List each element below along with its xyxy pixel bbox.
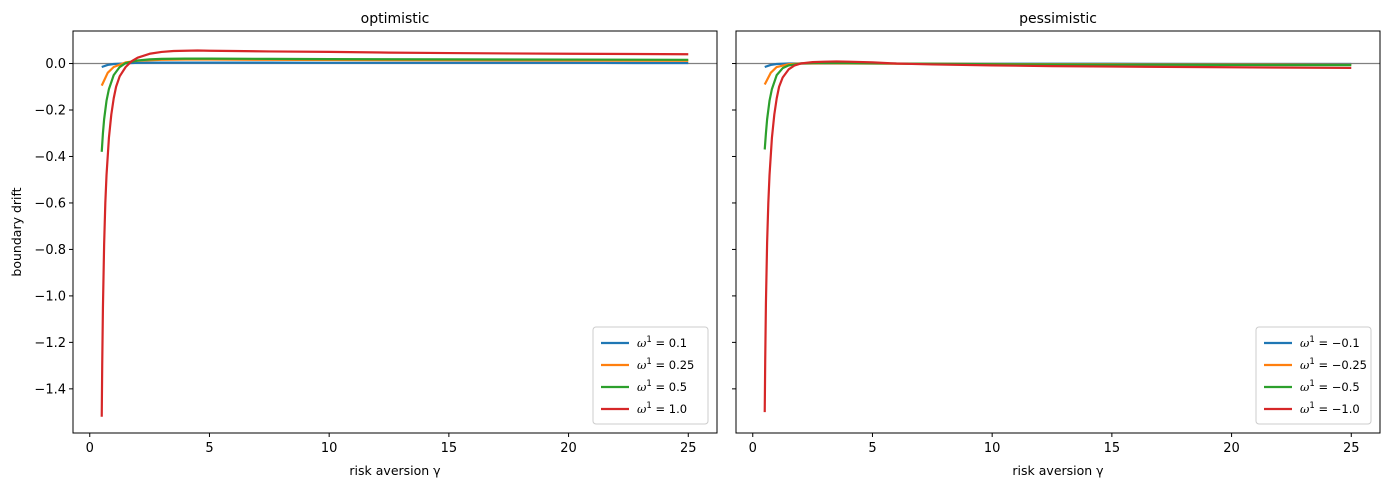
x-tick-label: 0 bbox=[749, 441, 757, 456]
x-tick-label: 5 bbox=[205, 441, 213, 456]
chart-title: pessimistic bbox=[1019, 11, 1097, 27]
legend-entry: ω1 = −0.25 bbox=[1300, 357, 1367, 372]
series-line-3 bbox=[763, 61, 1352, 150]
legend-entry: ω1 = 0.5 bbox=[637, 379, 687, 394]
legend-entry: ω1 = −0.5 bbox=[1300, 379, 1360, 394]
y-axis-label: boundary drift bbox=[9, 187, 24, 276]
panel-pessimistic: pessimistic 0 5 10 15 20 25 risk aversion γ ω1 =… bbox=[732, 11, 1381, 478]
legend-box bbox=[1255, 326, 1372, 425]
x-tick-label: 20 bbox=[1223, 441, 1240, 456]
legend-entry: ω1 = 0.1 bbox=[637, 335, 687, 350]
x-tick-label: 25 bbox=[1343, 441, 1360, 456]
legend-entry: ω1 = 0.25 bbox=[637, 357, 694, 372]
chart-title: optimistic bbox=[361, 11, 430, 27]
plot-frame bbox=[72, 30, 718, 434]
x-axis-label: risk aversion γ bbox=[349, 463, 441, 478]
y-tick-label: −1.4 bbox=[34, 382, 66, 397]
x-tick-label: 10 bbox=[984, 441, 1001, 456]
legend-entry: ω1 = 1.0 bbox=[637, 401, 687, 416]
x-tick-label: 5 bbox=[868, 441, 876, 456]
panel-optimistic: optimistic 0 5 10 15 20 25 0.0 −0.2 −0.4 −0.6 −0.8 −… bbox=[9, 11, 718, 478]
x-tick-label: 15 bbox=[441, 441, 458, 456]
y-tick-label: −0.2 bbox=[34, 104, 66, 119]
x-tick-label: 0 bbox=[86, 441, 94, 456]
y-tick-label: −0.6 bbox=[34, 196, 66, 211]
x-tick-label: 25 bbox=[680, 441, 697, 456]
legend-entry: ω1 = −0.1 bbox=[1300, 335, 1360, 350]
plot-frame bbox=[735, 30, 1381, 434]
series-line-4 bbox=[763, 60, 1352, 413]
x-tick-label: 20 bbox=[560, 441, 577, 456]
x-axis-label: risk aversion γ bbox=[1012, 463, 1104, 478]
y-tick-label: −0.8 bbox=[34, 243, 66, 258]
y-tick-label: 0.0 bbox=[45, 57, 66, 72]
legend-box bbox=[592, 326, 709, 425]
y-tick-label: −0.4 bbox=[34, 150, 66, 165]
x-tick-label: 15 bbox=[1104, 441, 1121, 456]
legend: ω1 = 0.1 ω1 = 0.25 ω1 = 0.5 ω1 = 1.0 bbox=[592, 326, 709, 425]
legend: ω1 = −0.1 ω1 = −0.25 ω1 = −0.5 ω1 = −1.0 bbox=[1255, 326, 1372, 425]
y-tick-label: −1.0 bbox=[34, 289, 66, 304]
legend-entry: ω1 = −1.0 bbox=[1300, 401, 1360, 416]
x-tick-label: 10 bbox=[321, 441, 338, 456]
series-line-1 bbox=[101, 61, 689, 69]
series-line-3 bbox=[100, 57, 689, 152]
y-tick-label: −1.2 bbox=[34, 336, 66, 351]
series-line-4 bbox=[100, 49, 689, 417]
